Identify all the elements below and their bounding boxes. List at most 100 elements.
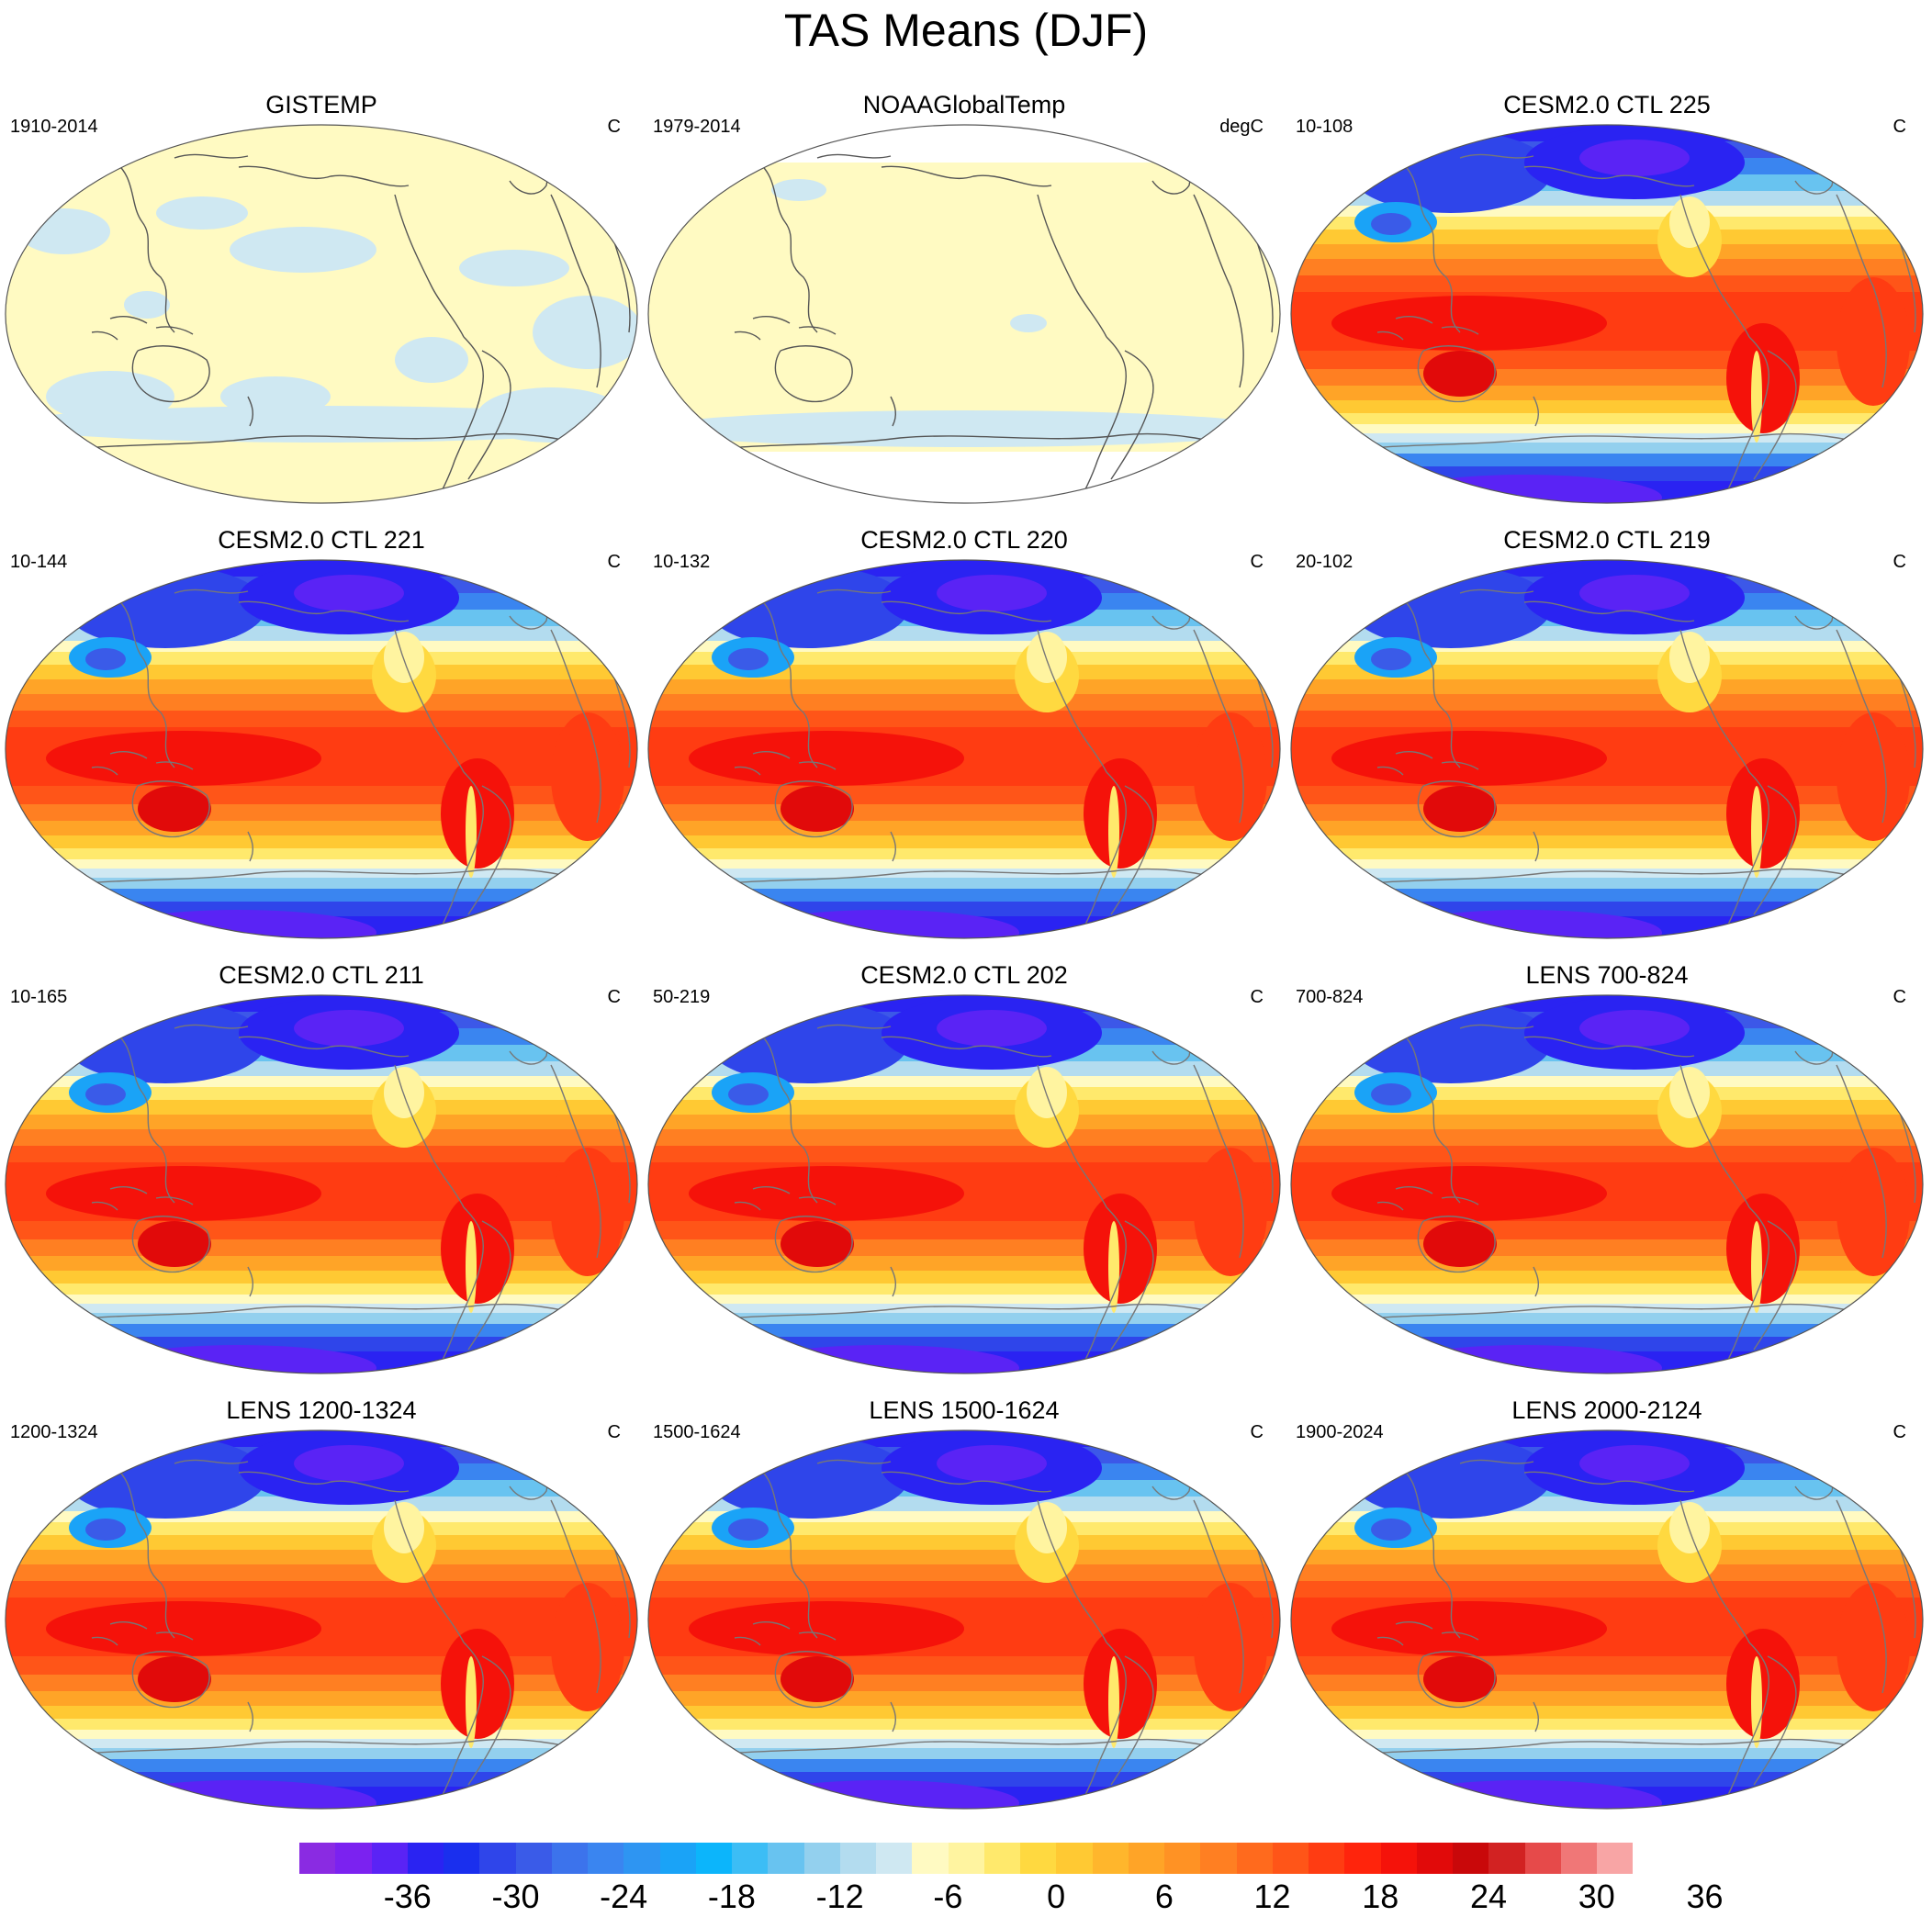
panel-units-label: degC [1219,117,1264,137]
panel-title: GISTEMP [265,91,377,118]
colorbar-tick-label: -30 [491,1878,540,1915]
colorbar-box [1272,1843,1309,1874]
colorbar-box [839,1843,876,1874]
panel-years-label: 1900-2024 [1296,1422,1384,1442]
colorbar-box [876,1843,913,1874]
map-panel: CESM2.0 CTL 219 20-102 C [1286,521,1928,939]
panel-title: CESM2.0 CTL 221 [218,526,425,554]
panel-years-label: 700-824 [1296,987,1364,1007]
map-panel: CESM2.0 CTL 225 10-108 C [1286,86,1928,504]
panel-units-label: C [1893,987,1906,1007]
panel-units-label: C [1250,552,1264,572]
colorbar-box [659,1843,696,1874]
colorbar-box [1524,1843,1561,1874]
colorbar: -36 -30 -24 -18 -12 -6 0 6 12 18 24 30 36 [299,1843,1724,1915]
map-panel: GISTEMP 1910-2014 C [0,86,643,504]
map-panel: CESM2.0 CTL 220 10-132 C [643,521,1286,939]
panel-units-label: C [607,1422,621,1442]
colorbar-box [1560,1843,1597,1874]
robinson-map [5,124,638,504]
panel-units-label: C [1893,1422,1906,1442]
colorbar-box [479,1843,516,1874]
colorbar-tick-label: -36 [383,1878,432,1915]
colorbar-box [1056,1843,1093,1874]
colorbar-box [1309,1843,1345,1874]
colorbar-box [912,1843,949,1874]
panel-units-label: C [607,117,621,137]
panel-title: LENS 2000-2124 [1511,1396,1702,1424]
robinson-map [5,994,638,1374]
panel-years-label: 10-108 [1296,117,1354,137]
robinson-map [647,124,1281,504]
colorbar-box [335,1843,372,1874]
panel-years-label: 50-219 [653,987,711,1007]
panel-years-label: 10-144 [10,552,68,572]
robinson-map [5,1429,638,1810]
colorbar-box [1020,1843,1057,1874]
colorbar-box [515,1843,552,1874]
figure-title: TAS Means (DJF) [783,5,1149,56]
map-panel: NOAAGlobalTemp 1979-2014 degC [643,86,1286,504]
map-panel: LENS 1200-1324 1200-1324 C [0,1392,643,1810]
colorbar-tick-label: -24 [600,1878,648,1915]
panel-title: LENS 1500-1624 [869,1396,1060,1424]
colorbar-box [803,1843,840,1874]
colorbar-box [1164,1843,1201,1874]
robinson-map [5,559,638,939]
colorbar-box [588,1843,624,1874]
panel-years-label: 1200-1324 [10,1422,98,1442]
robinson-map [1290,124,1924,504]
robinson-map [647,1429,1281,1810]
colorbar-box [1200,1843,1237,1874]
map-panel: CESM2.0 CTL 211 10-165 C [0,957,643,1374]
colorbar-box [732,1843,769,1874]
panel-title: CESM2.0 CTL 219 [1503,526,1711,554]
map-panel: LENS 2000-2124 1900-2024 C [1286,1392,1928,1810]
panel-units-label: C [1250,987,1264,1007]
colorbar-tick-label: -12 [815,1878,864,1915]
panel-units-label: C [607,552,621,572]
colorbar-box [407,1843,444,1874]
robinson-map [1290,559,1924,939]
panel-units-label: C [607,987,621,1007]
colorbar-tick-label: 30 [1578,1878,1615,1915]
colorbar-box [551,1843,588,1874]
panel-years-label: 10-132 [653,552,711,572]
colorbar-box [1453,1843,1489,1874]
colorbar-box [1416,1843,1453,1874]
colorbar-box [948,1843,984,1874]
map-panel: CESM2.0 CTL 202 50-219 C [643,957,1286,1374]
map-panel: CESM2.0 CTL 221 10-144 C [0,521,643,939]
colorbar-box [768,1843,804,1874]
panel-title: NOAAGlobalTemp [862,91,1066,118]
colorbar-box [371,1843,408,1874]
panel-units-label: C [1893,117,1906,137]
robinson-map [1290,994,1924,1374]
panel-title: CESM2.0 CTL 202 [860,961,1068,989]
panel-units-label: C [1250,1422,1264,1442]
colorbar-boxes [299,1843,1634,1874]
colorbar-box [1380,1843,1417,1874]
panel-years-label: 20-102 [1296,552,1354,572]
panel-title: LENS 1200-1324 [226,1396,417,1424]
robinson-map [1290,1429,1924,1810]
panel-title: LENS 700-824 [1525,961,1689,989]
colorbar-box [623,1843,660,1874]
colorbar-tick-label: 0 [1047,1878,1066,1915]
colorbar-box [299,1843,336,1874]
colorbar-box [983,1843,1020,1874]
colorbar-box [1128,1843,1164,1874]
colorbar-box [1597,1843,1634,1874]
colorbar-tick-label: 6 [1154,1878,1174,1915]
robinson-map [647,994,1281,1374]
map-panel: LENS 1500-1624 1500-1624 C [643,1392,1286,1810]
colorbar-box [695,1843,732,1874]
panel-title: CESM2.0 CTL 225 [1503,91,1711,118]
colorbar-tick-label: 18 [1362,1878,1399,1915]
colorbar-box [1488,1843,1525,1874]
colorbar-tick-label: -18 [707,1878,756,1915]
panel-units-label: C [1893,552,1906,572]
colorbar-box [444,1843,480,1874]
robinson-map [647,559,1281,939]
colorbar-tick-label: 36 [1686,1878,1724,1915]
